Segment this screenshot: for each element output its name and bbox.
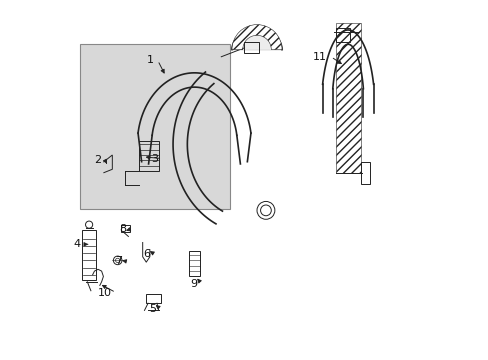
Text: 7: 7	[115, 256, 122, 266]
Text: 5: 5	[149, 303, 156, 314]
Bar	[139, 141, 159, 171]
Bar	[335, 23, 361, 173]
Text: 10: 10	[98, 288, 111, 297]
Text: 8: 8	[119, 224, 125, 234]
Text: 1: 1	[146, 55, 153, 65]
Text: 2: 2	[94, 156, 101, 165]
Text: 3: 3	[151, 154, 158, 163]
Text: 6: 6	[143, 249, 150, 259]
Bar	[121, 225, 130, 232]
Bar	[189, 251, 200, 276]
Bar	[244, 42, 258, 53]
Bar	[146, 294, 160, 303]
Text: 4: 4	[74, 239, 81, 249]
Text: 9: 9	[190, 279, 197, 289]
Wedge shape	[231, 24, 282, 50]
Bar	[335, 28, 349, 42]
Bar	[360, 162, 369, 184]
Bar	[82, 230, 96, 280]
FancyBboxPatch shape	[80, 44, 230, 208]
Text: 11: 11	[312, 52, 326, 62]
